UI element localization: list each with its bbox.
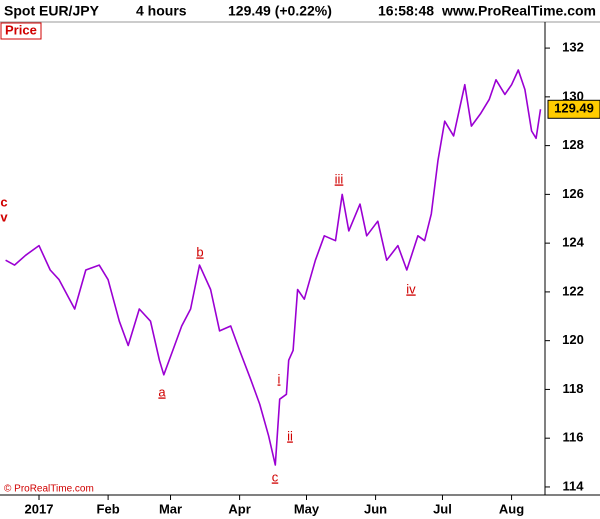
y-tick-label: 132 <box>562 40 584 55</box>
wave-label: b <box>196 244 203 259</box>
y-tick-label: 130 <box>562 88 584 103</box>
x-tick-label: Jun <box>364 501 387 516</box>
wave-label: c <box>272 469 279 484</box>
symbol: Spot EUR/JPY <box>4 3 100 19</box>
wave-label: v <box>0 209 8 224</box>
copyright: © ProRealTime.com <box>4 484 94 495</box>
wave-label: i <box>278 371 281 386</box>
x-tick-label: Apr <box>228 501 250 516</box>
y-tick-label: 114 <box>563 478 585 493</box>
y-tick-label: 126 <box>562 186 584 201</box>
wave-label: ii <box>287 428 293 443</box>
last-price-tag <box>547 99 600 119</box>
y-tick-label: 124 <box>562 235 584 250</box>
x-tick-label: May <box>294 501 320 516</box>
y-tick-label: 122 <box>562 283 584 298</box>
time: 16:58:48 <box>378 3 434 19</box>
x-tick-label: Aug <box>499 501 524 516</box>
y-tick-label: 120 <box>562 332 584 347</box>
wave-label: c <box>0 194 7 209</box>
x-tick-label: Jul <box>433 501 452 516</box>
y-tick-label: 118 <box>563 381 584 396</box>
wave-label: iv <box>406 281 416 296</box>
wave-label: iii <box>335 171 344 186</box>
last-price-label: 129.49 <box>554 101 594 116</box>
site: www.ProRealTime.com <box>441 3 596 19</box>
chart-title: Price <box>5 22 37 37</box>
quote: 129.49 (+0.22%) <box>228 3 332 19</box>
wave-label: a <box>158 384 166 399</box>
y-tick-label: 116 <box>563 430 584 445</box>
y-tick-label: 128 <box>562 137 584 152</box>
price-line <box>5 69 542 466</box>
price-label-box <box>0 22 42 40</box>
x-tick-label: 2017 <box>25 501 54 516</box>
x-tick-label: Mar <box>159 501 182 516</box>
period: 4 hours <box>136 3 187 19</box>
x-tick-label: Feb <box>97 501 120 516</box>
